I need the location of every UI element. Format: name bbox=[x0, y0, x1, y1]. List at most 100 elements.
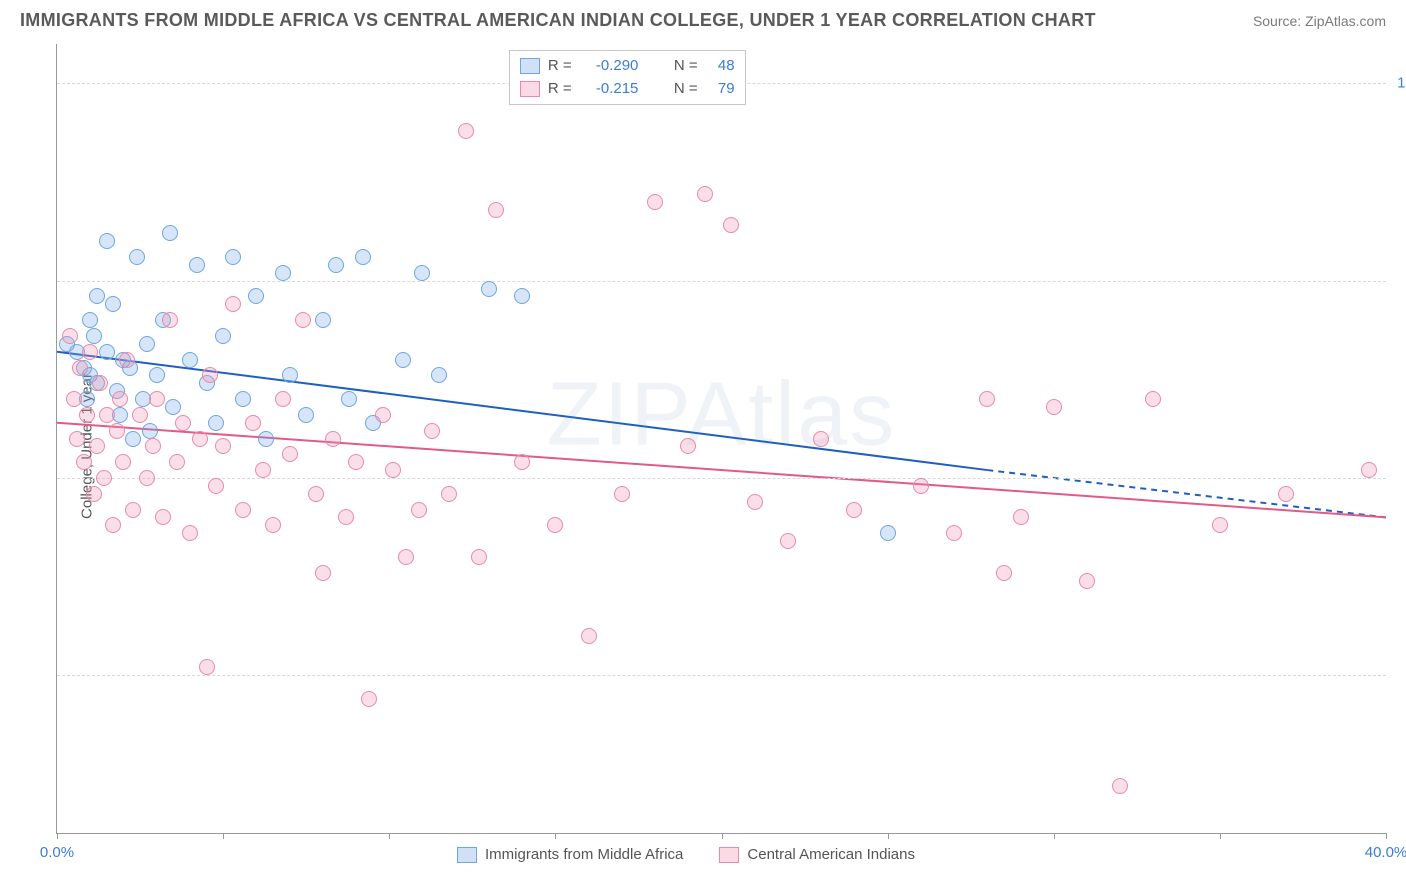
legend-swatch bbox=[719, 847, 739, 863]
scatter-point bbox=[99, 344, 115, 360]
scatter-point bbox=[182, 525, 198, 541]
scatter-point bbox=[92, 375, 108, 391]
scatter-point bbox=[979, 391, 995, 407]
scatter-point bbox=[162, 225, 178, 241]
scatter-point bbox=[215, 328, 231, 344]
scatter-point bbox=[235, 391, 251, 407]
scatter-point bbox=[488, 202, 504, 218]
x-tick bbox=[57, 833, 58, 839]
scatter-point bbox=[697, 186, 713, 202]
r-label: R = bbox=[548, 78, 588, 101]
x-tick bbox=[1386, 833, 1387, 839]
scatter-point bbox=[66, 391, 82, 407]
scatter-point bbox=[1361, 462, 1377, 478]
x-tick bbox=[888, 833, 889, 839]
r-value: -0.215 bbox=[596, 78, 666, 101]
scatter-point bbox=[72, 360, 88, 376]
scatter-point bbox=[514, 454, 530, 470]
scatter-point bbox=[139, 470, 155, 486]
scatter-point bbox=[780, 533, 796, 549]
x-tick bbox=[223, 833, 224, 839]
scatter-point bbox=[298, 407, 314, 423]
scatter-point bbox=[1112, 778, 1128, 794]
scatter-point bbox=[235, 502, 251, 518]
scatter-point bbox=[192, 431, 208, 447]
scatter-point bbox=[208, 415, 224, 431]
scatter-point bbox=[1046, 399, 1062, 415]
scatter-point bbox=[747, 494, 763, 510]
scatter-point bbox=[398, 549, 414, 565]
n-value: 48 bbox=[718, 55, 735, 78]
scatter-point bbox=[165, 399, 181, 415]
chart-plot-area: 25.0%50.0%75.0%100.0%0.0%40.0%ZIPAtlasR … bbox=[56, 44, 1386, 834]
scatter-point bbox=[215, 438, 231, 454]
gridline bbox=[57, 675, 1386, 676]
scatter-point bbox=[846, 502, 862, 518]
scatter-point bbox=[282, 446, 298, 462]
correlation-legend-row: R = -0.215 N = 79 bbox=[520, 78, 735, 101]
n-label: N = bbox=[674, 55, 710, 78]
scatter-point bbox=[182, 352, 198, 368]
scatter-point bbox=[86, 486, 102, 502]
scatter-point bbox=[414, 265, 430, 281]
x-tick bbox=[1054, 833, 1055, 839]
scatter-point bbox=[1013, 509, 1029, 525]
legend-item: Central American Indians bbox=[719, 846, 915, 863]
scatter-point bbox=[149, 391, 165, 407]
scatter-point bbox=[385, 462, 401, 478]
scatter-point bbox=[225, 296, 241, 312]
scatter-point bbox=[614, 486, 630, 502]
scatter-point bbox=[424, 423, 440, 439]
n-label: N = bbox=[674, 78, 710, 101]
scatter-point bbox=[105, 296, 121, 312]
correlation-legend: R =-0.290N =48R =-0.215N =79 bbox=[509, 50, 746, 105]
scatter-point bbox=[581, 628, 597, 644]
n-value: 79 bbox=[718, 78, 735, 101]
gridline bbox=[57, 478, 1386, 479]
scatter-point bbox=[258, 431, 274, 447]
x-tick bbox=[1220, 833, 1221, 839]
scatter-point bbox=[946, 525, 962, 541]
scatter-point bbox=[1212, 517, 1228, 533]
scatter-point bbox=[99, 407, 115, 423]
scatter-point bbox=[647, 194, 663, 210]
legend-label: Central American Indians bbox=[747, 846, 915, 863]
watermark: ZIPAtlas bbox=[547, 363, 896, 466]
scatter-point bbox=[1145, 391, 1161, 407]
scatter-point bbox=[82, 344, 98, 360]
scatter-point bbox=[308, 486, 324, 502]
scatter-point bbox=[395, 352, 411, 368]
scatter-point bbox=[89, 288, 105, 304]
chart-title: IMMIGRANTS FROM MIDDLE AFRICA VS CENTRAL… bbox=[20, 10, 1096, 31]
scatter-point bbox=[208, 478, 224, 494]
scatter-point bbox=[99, 233, 115, 249]
scatter-point bbox=[105, 517, 121, 533]
scatter-point bbox=[125, 431, 141, 447]
legend-label: Immigrants from Middle Africa bbox=[485, 846, 683, 863]
scatter-point bbox=[471, 549, 487, 565]
scatter-point bbox=[361, 691, 377, 707]
scatter-point bbox=[375, 407, 391, 423]
scatter-point bbox=[441, 486, 457, 502]
series-legend: Immigrants from Middle Africa Central Ame… bbox=[457, 846, 915, 863]
scatter-point bbox=[155, 509, 171, 525]
scatter-point bbox=[129, 249, 145, 265]
scatter-point bbox=[86, 328, 102, 344]
x-tick bbox=[555, 833, 556, 839]
legend-swatch bbox=[520, 81, 540, 97]
scatter-point bbox=[149, 367, 165, 383]
trend-lines-svg bbox=[57, 44, 1386, 833]
scatter-point bbox=[132, 407, 148, 423]
scatter-point bbox=[355, 249, 371, 265]
scatter-point bbox=[680, 438, 696, 454]
scatter-point bbox=[723, 217, 739, 233]
scatter-point bbox=[139, 336, 155, 352]
scatter-point bbox=[1278, 486, 1294, 502]
scatter-point bbox=[913, 478, 929, 494]
scatter-point bbox=[175, 415, 191, 431]
scatter-point bbox=[76, 454, 92, 470]
scatter-point bbox=[275, 391, 291, 407]
gridline bbox=[57, 281, 1386, 282]
scatter-point bbox=[328, 257, 344, 273]
scatter-point bbox=[109, 423, 125, 439]
